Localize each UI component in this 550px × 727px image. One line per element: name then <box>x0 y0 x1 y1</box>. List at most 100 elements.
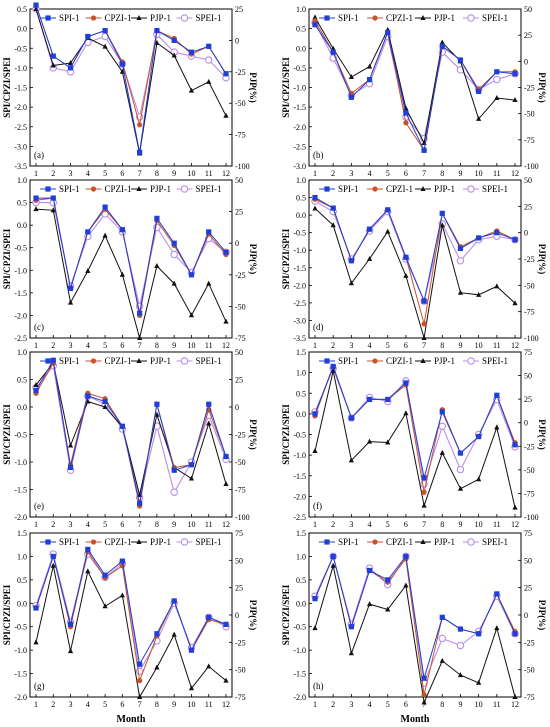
data-point <box>67 299 74 305</box>
x-axis-label: Month <box>401 714 430 725</box>
data-point <box>85 546 91 552</box>
y-tick-label: 0.0 <box>17 221 27 230</box>
data-point <box>457 626 464 632</box>
data-point <box>366 438 373 444</box>
x-tick-label: 4 <box>86 520 90 529</box>
y2-tick-label: -75 <box>235 131 246 140</box>
data-point <box>223 249 229 255</box>
data-point <box>366 567 373 574</box>
data-point <box>85 268 91 274</box>
data-point <box>67 285 74 291</box>
plot-frame <box>29 179 233 339</box>
x-tick-label: 12 <box>222 169 230 178</box>
series-spi-1 <box>312 22 518 153</box>
data-point <box>421 699 427 705</box>
x-tick-label: 2 <box>51 520 55 529</box>
y2-tick-label: 50 <box>524 556 532 565</box>
x-tick-label: 1 <box>313 700 317 709</box>
data-point <box>512 631 518 637</box>
series-pjp-1 <box>33 206 229 340</box>
data-point <box>403 553 409 560</box>
data-point <box>348 415 354 421</box>
legend-marker <box>90 539 97 545</box>
y-tick-label: -1.0 <box>293 84 306 93</box>
panel-label: (e) <box>34 501 44 511</box>
legend-marker <box>90 15 97 21</box>
data-point <box>512 442 518 448</box>
y-tick-label: -1.5 <box>14 84 27 93</box>
data-point <box>330 49 336 55</box>
legend-marker <box>180 357 189 365</box>
legend-label: CPZI-1 <box>386 13 413 23</box>
y-tick-label: 0.5 <box>17 199 27 208</box>
y2-tick-label: 25 <box>235 208 243 217</box>
data-point <box>403 120 409 126</box>
data-point <box>494 283 500 289</box>
data-point <box>457 57 464 63</box>
data-point <box>223 453 229 460</box>
legend-label: PJP-1 <box>150 537 171 547</box>
y-tick-label: -2.5 <box>293 299 306 308</box>
y-tick-label: -2.5 <box>293 142 306 151</box>
data-point <box>102 232 108 238</box>
data-point <box>421 147 427 153</box>
legend-label: SPEI-1 <box>196 356 222 366</box>
x-tick-label: 8 <box>155 169 159 178</box>
legend-marker <box>180 14 189 22</box>
y-tick-label: 1.0 <box>17 552 27 561</box>
y-tick-label: 0.5 <box>296 389 306 398</box>
data-point <box>456 257 465 265</box>
series-spei-1 <box>311 364 519 488</box>
series-line <box>314 20 515 152</box>
data-point <box>188 685 195 691</box>
x-tick-label: 3 <box>349 341 353 350</box>
data-point <box>137 694 143 699</box>
chart-panel: 1.00.50.0-0.5-1.0-1.5-2.0-2.550250-25-50… <box>2 176 258 350</box>
data-point <box>206 663 212 669</box>
legend: SPI-1 CPZI-1 PJP-1 SPEI-1 <box>40 13 222 23</box>
data-point <box>188 462 195 468</box>
series-pjp-1 <box>312 205 518 340</box>
y2-axis-label: PJP(%) <box>537 419 547 450</box>
data-point <box>456 641 465 650</box>
data-point <box>137 678 143 684</box>
series-line <box>35 548 227 666</box>
x-tick-label: 6 <box>404 520 408 529</box>
y2-tick-label: 50 <box>235 176 243 185</box>
x-tick-label: 1 <box>34 169 38 178</box>
legend-marker <box>420 358 426 363</box>
data-point <box>312 625 318 631</box>
data-point <box>312 596 318 602</box>
y2-tick-label: 50 <box>235 556 243 565</box>
chart-panel: 1.00.50.0-0.5-1.0-1.5-2.050250-25-50-75-… <box>2 348 258 529</box>
legend-label: SPI-1 <box>59 356 80 366</box>
data-point <box>348 94 354 100</box>
legend-marker <box>372 358 378 364</box>
data-point <box>119 563 125 569</box>
legend-label: PJP-1 <box>434 13 455 23</box>
series-line <box>314 17 516 145</box>
data-point <box>330 363 336 370</box>
y-tick-label: -2.5 <box>14 334 27 343</box>
legend-marker <box>180 185 189 193</box>
y-tick-label: -1.5 <box>293 472 306 481</box>
data-point <box>330 205 336 211</box>
y2-tick-label: -25 <box>524 442 535 451</box>
x-tick-label: 7 <box>422 341 426 350</box>
data-point <box>421 321 427 327</box>
data-point <box>512 694 518 699</box>
y-axis-label: SPI/CPZI/SPEI <box>2 57 12 118</box>
data-point <box>366 601 373 607</box>
data-point <box>439 43 445 49</box>
y-tick-label: -3.0 <box>14 142 27 151</box>
x-tick-label: 5 <box>103 520 107 529</box>
data-point <box>512 71 518 77</box>
data-point <box>330 367 336 373</box>
series-spei-1 <box>311 197 519 305</box>
panel-label: (g) <box>34 681 45 691</box>
data-point <box>102 27 108 34</box>
plot-frame <box>308 179 522 339</box>
data-point <box>171 240 177 246</box>
data-point <box>439 409 445 415</box>
